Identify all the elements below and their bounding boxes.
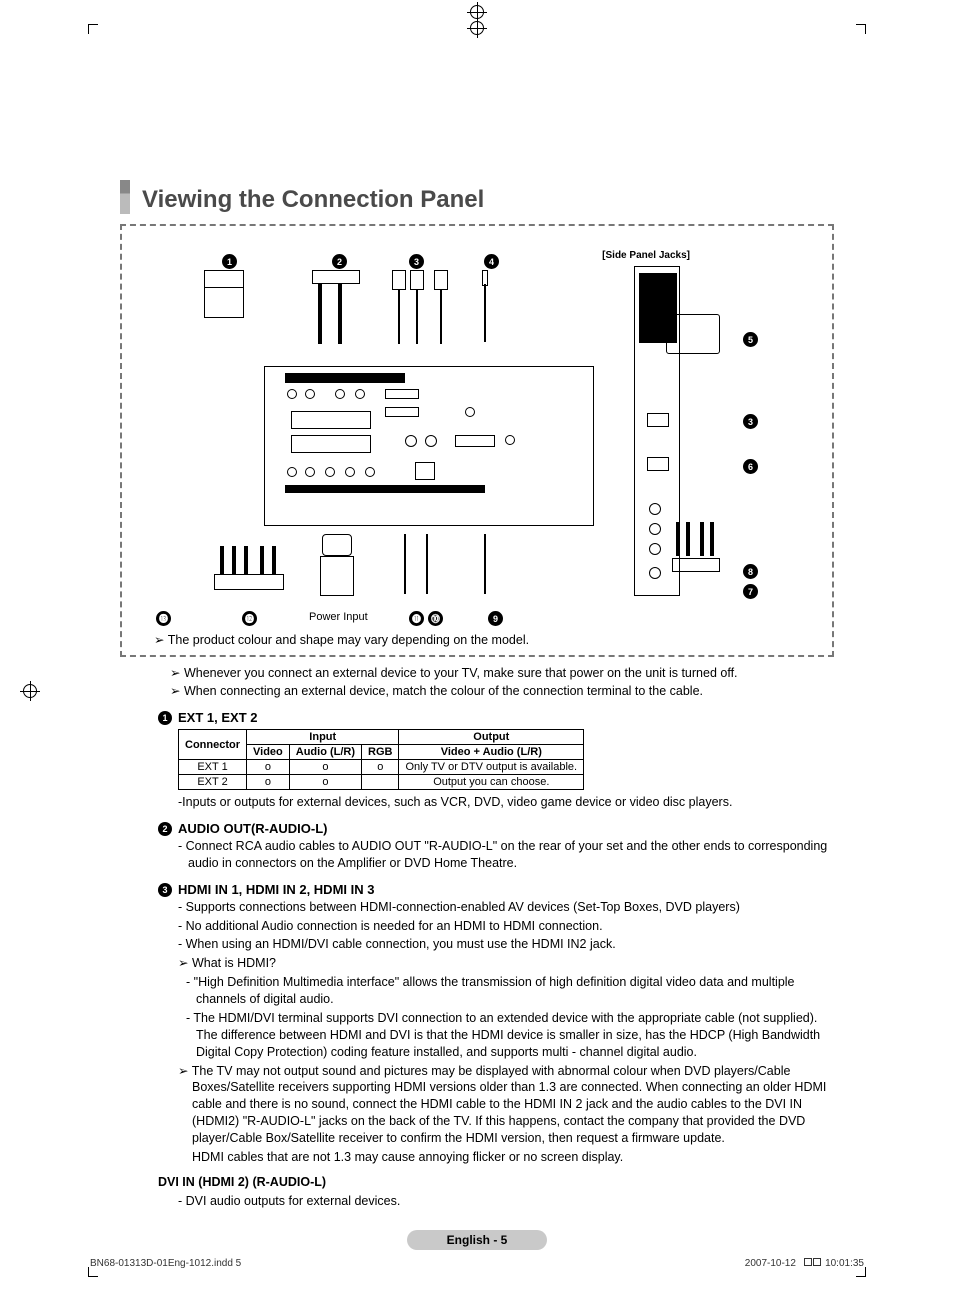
connection-diagram-box: [Side Panel Jacks] 1 2 3 4 5 3 6 8 7 ⓭ ⓬… bbox=[120, 224, 834, 657]
callout-8: 8 bbox=[743, 564, 758, 579]
callout-3: 3 bbox=[409, 254, 424, 269]
title-hdmi: HDMI IN 1, HDMI IN 2, HDMI IN 3 bbox=[178, 882, 374, 897]
callout-2: 2 bbox=[332, 254, 347, 269]
th-out: Video + Audio (L/R) bbox=[399, 745, 584, 760]
title-accent-bar bbox=[120, 180, 130, 214]
callout-5: 5 bbox=[743, 332, 758, 347]
callout-9: 9 bbox=[488, 611, 503, 626]
audio-out-line: - Connect RCA audio cables to AUDIO OUT … bbox=[178, 838, 834, 872]
table-row: EXT 1 o o o Only TV or DTV output is ava… bbox=[179, 760, 584, 775]
th-input: Input bbox=[247, 730, 399, 745]
th-rgb: RGB bbox=[362, 745, 399, 760]
th-audio: Audio (L/R) bbox=[289, 745, 361, 760]
badge-3: 3 bbox=[158, 883, 172, 897]
footer-datetime: 2007-10-12 10:01:35 bbox=[745, 1258, 864, 1269]
callout-3r: 3 bbox=[743, 414, 758, 429]
hdmi-q1-sub1: - The HDMI/DVI terminal supports DVI con… bbox=[178, 1010, 834, 1061]
ext-table: Connector Input Output Video Audio (L/R)… bbox=[178, 729, 584, 790]
callout-13: ⓭ bbox=[156, 611, 171, 626]
note-cable-colour: When connecting an external device, matc… bbox=[170, 683, 834, 701]
hdmi-q1-sub0: - "High Definition Multimedia interface"… bbox=[178, 974, 834, 1008]
hdmi-flicker-note: HDMI cables that are not 1.3 may cause a… bbox=[178, 1149, 834, 1166]
table-row: EXT 2 o o Output you can choose. bbox=[179, 775, 584, 790]
callout-12: ⓬ bbox=[242, 611, 257, 626]
callout-11: ⓫ bbox=[409, 611, 424, 626]
callout-7: 7 bbox=[743, 584, 758, 599]
crop-mark-tr bbox=[856, 24, 866, 34]
th-output: Output bbox=[399, 730, 584, 745]
rear-panel-illustration bbox=[264, 366, 594, 526]
dvi-in-line: - DVI audio outputs for external devices… bbox=[178, 1193, 834, 1210]
diagram-note: The product colour and shape may vary de… bbox=[154, 632, 820, 647]
callout-6: 6 bbox=[743, 459, 758, 474]
crop-mark-tl bbox=[88, 24, 98, 34]
section-hdmi: 3 HDMI IN 1, HDMI IN 2, HDMI IN 3 - Supp… bbox=[158, 882, 834, 1210]
print-footer: BN68-01313D-01Eng-1012.indd 5 2007-10-12… bbox=[90, 1258, 864, 1269]
page-number-badge: English - 5 bbox=[407, 1230, 547, 1250]
badge-1: 1 bbox=[158, 711, 172, 725]
th-connector: Connector bbox=[179, 730, 247, 760]
registration-mark-bottom bbox=[467, 2, 487, 22]
hdmi-line-a2: - When using an HDMI/DVI cable connectio… bbox=[178, 936, 834, 953]
power-input-label: Power Input bbox=[309, 611, 368, 623]
hdmi-compat-note: The TV may not output sound and pictures… bbox=[178, 1063, 834, 1147]
callout-4: 4 bbox=[484, 254, 499, 269]
page-title: Viewing the Connection Panel bbox=[142, 186, 484, 214]
connection-diagram: [Side Panel Jacks] 1 2 3 4 5 3 6 8 7 ⓭ ⓬… bbox=[134, 236, 820, 626]
side-panel-label: [Side Panel Jacks] bbox=[602, 250, 690, 261]
note-power-off: Whenever you connect an external device … bbox=[170, 665, 834, 683]
title-audio-out: AUDIO OUT(R-AUDIO-L) bbox=[178, 821, 327, 836]
callout-1: 1 bbox=[222, 254, 237, 269]
callout-10: ⓾ bbox=[428, 611, 443, 626]
section-ext: 1 EXT 1, EXT 2 Connector Input Output Vi… bbox=[158, 710, 834, 811]
section-audio-out: 2 AUDIO OUT(R-AUDIO-L) - Connect RCA aud… bbox=[158, 821, 834, 872]
ext-desc: -Inputs or outputs for external devices,… bbox=[178, 794, 834, 811]
title-ext: EXT 1, EXT 2 bbox=[178, 710, 257, 725]
th-video: Video bbox=[247, 745, 290, 760]
hdmi-what-is: What is HDMI? bbox=[178, 955, 834, 972]
hdmi-line-a1: - No additional Audio connection is need… bbox=[178, 918, 834, 935]
section-header: Viewing the Connection Panel bbox=[120, 180, 834, 214]
badge-2: 2 bbox=[158, 822, 172, 836]
hdmi-line-a0: - Supports connections between HDMI-conn… bbox=[178, 899, 834, 916]
dvi-in-title: DVI IN (HDMI 2) (R-AUDIO-L) bbox=[158, 1174, 834, 1191]
footer-file: BN68-01313D-01Eng-1012.indd 5 bbox=[90, 1258, 241, 1269]
